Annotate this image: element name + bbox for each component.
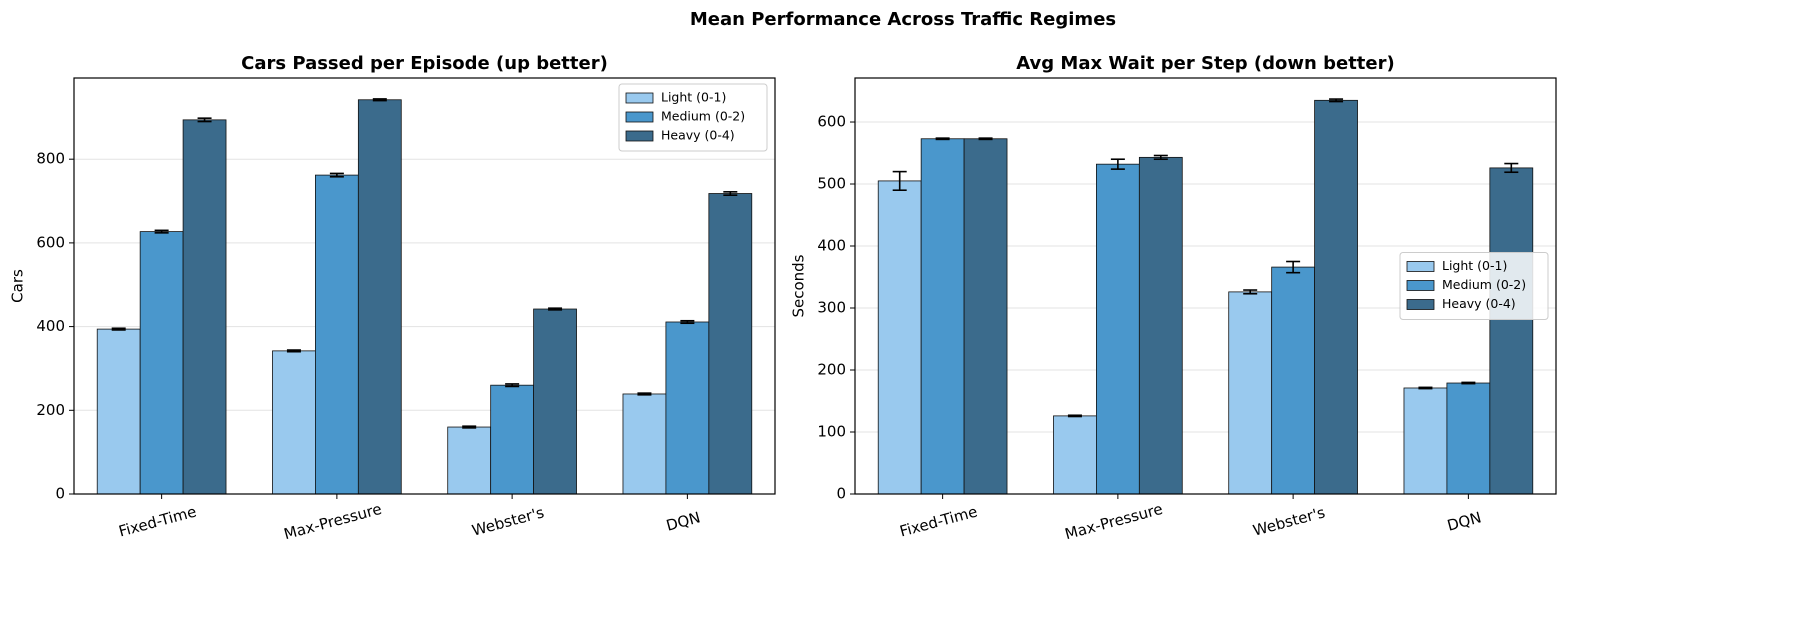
legend-swatch [625,92,654,104]
error-bar [680,319,695,325]
bar [1314,99,1358,495]
x-tick-label: DQN [664,508,702,534]
error-bar [1418,386,1433,390]
error-bar [548,307,563,311]
legend-box [1399,252,1549,320]
legend-label: Medium (0-2) [661,109,745,124]
bar [490,384,534,495]
x-tick-label: Fixed-Time [898,503,980,541]
bar [447,426,492,495]
y-axis-label: Seconds [790,254,808,317]
bar [877,180,922,495]
panel: Cars Passed per Episode (up better) Cars 0… [9,53,776,543]
y-tick-label: 600 [817,113,846,131]
chart-title: Avg Max Wait per Step (down better) [1016,53,1394,74]
error-bar [111,327,126,331]
bar [182,119,227,495]
bar [1053,415,1097,495]
error-bar [1329,98,1344,103]
x-tick-label: Max-Pressure [282,500,384,543]
error-bar [462,425,477,429]
error-bar [372,98,387,102]
error-bar [892,170,907,192]
y-tick-label: 100 [817,423,846,441]
error-bar [505,383,520,388]
error-bar [978,137,993,141]
legend-swatch [625,111,654,123]
chart-title: Cars Passed per Episode (up better) [241,53,608,74]
legend-swatch [1406,261,1435,272]
x-tick-label: DQN [1445,508,1483,534]
error-bar [329,172,344,178]
bar [1271,266,1315,495]
y-tick-label: 0 [55,485,65,503]
bar [665,321,710,495]
bar [1489,167,1534,495]
y-tick-label: 400 [817,237,846,255]
error-bar [286,349,301,353]
bar [1403,387,1448,495]
bar [708,193,753,495]
y-tick-label: 300 [817,299,846,317]
legend-swatch [1406,280,1435,291]
legend: Light (0-1) Medium (0-2) Heavy (0-4) [618,83,768,152]
y-tick-label: 0 [836,485,846,503]
panel: Avg Max Wait per Step (down better) Secon… [790,53,1557,543]
bar [96,328,141,495]
plot-frame [73,77,776,495]
bar [1096,163,1140,495]
error-bar [1110,158,1125,170]
bar [920,138,965,495]
bar [272,350,316,495]
bar [622,393,667,495]
y-axis-label: Cars [9,269,27,303]
figure-title: Mean Performance Across Traffic Regimes [690,9,1116,30]
error-bar [637,392,652,396]
error-bar [197,117,212,123]
legend-label: Light (0-1) [661,90,726,105]
bar [1138,156,1183,495]
y-tick-label: 600 [36,233,65,251]
y-tick-label: 400 [36,317,65,335]
legend: Light (0-1) Medium (0-2) Heavy (0-4) [1399,252,1549,320]
legend-label: Heavy (0-4) [661,128,735,143]
y-tick-label: 800 [36,150,65,168]
y-tick-label: 500 [817,175,846,193]
bar [357,99,402,495]
legend-label: Light (0-1) [1442,258,1507,273]
legend-swatch [625,130,654,142]
x-tick-label: Max-Pressure [1063,500,1165,543]
bar [315,174,359,495]
bar [1446,382,1491,495]
y-tick-label: 200 [817,361,846,379]
legend-swatch [1406,299,1435,310]
bar [139,231,184,495]
error-bar [1461,381,1476,385]
error-bar [1067,414,1082,418]
bar [1228,291,1273,495]
legend-box [618,83,768,152]
plot-frame [854,77,1557,495]
x-tick-label: Webster's [470,503,546,540]
x-tick-label: Webster's [1251,503,1327,540]
error-bar [935,137,950,141]
y-tick-label: 200 [36,401,65,419]
error-bar [1504,162,1519,174]
error-bar [1153,154,1168,161]
bar [963,138,1008,495]
x-tick-label: Fixed-Time [117,503,199,541]
error-bar [154,229,169,234]
legend-label: Medium (0-2) [1442,277,1526,292]
error-bar [1243,289,1258,295]
error-bar [1286,260,1301,274]
bar [533,308,577,495]
error-bar [723,191,738,196]
legend-label: Heavy (0-4) [1442,296,1516,311]
